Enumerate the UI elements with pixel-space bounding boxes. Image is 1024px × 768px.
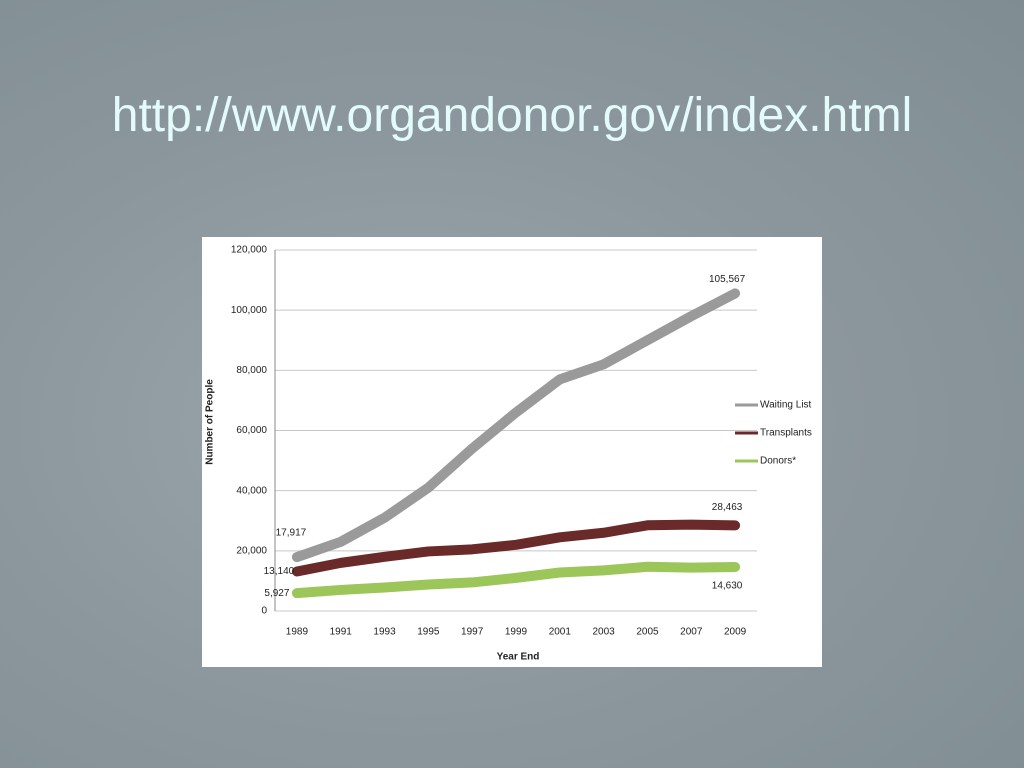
x-tick-label: 1991 <box>330 627 353 638</box>
series-line <box>291 561 741 599</box>
data-label: 14,630 <box>712 581 743 592</box>
y-tick-label: 80,000 <box>236 365 267 376</box>
x-tick-label: 2001 <box>549 627 572 638</box>
data-label: 5,927 <box>264 588 289 599</box>
x-tick-label: 1989 <box>286 627 309 638</box>
y-tick-label: 60,000 <box>236 425 267 436</box>
x-tick-label: 1997 <box>461 627 484 638</box>
x-tick-label: 2007 <box>680 627 703 638</box>
x-tick-label: 1999 <box>505 627 528 638</box>
y-tick-label: 40,000 <box>236 485 267 496</box>
x-tick-label: 2009 <box>724 627 747 638</box>
data-label: 13,140 <box>264 566 295 577</box>
y-tick-label: 100,000 <box>231 305 268 316</box>
y-tick-label: 120,000 <box>231 245 268 256</box>
slide-title: http://www.organdonor.gov/index.html <box>111 89 913 142</box>
x-tick-label: 1995 <box>417 627 440 638</box>
legend-label: Transplants <box>760 428 812 439</box>
y-tick-label: 20,000 <box>236 545 267 556</box>
x-tick-label: 2003 <box>593 627 616 638</box>
data-label: 105,567 <box>709 274 746 285</box>
legend-label: Donors* <box>760 456 796 467</box>
x-axis-label: Year End <box>497 652 540 663</box>
legend-label: Waiting List <box>760 400 812 411</box>
data-label: 17,917 <box>276 528 307 539</box>
chart: Number of People Year End 0 20,000 40,000 6… <box>202 237 822 667</box>
x-tick-label: 2005 <box>636 627 659 638</box>
y-tick-label: 0 <box>261 606 267 617</box>
x-tick-label: 1993 <box>373 627 396 638</box>
data-label: 28,463 <box>712 502 743 513</box>
series-line <box>291 288 741 563</box>
y-axis-label: Number of People <box>205 379 216 465</box>
series-line <box>291 519 741 577</box>
